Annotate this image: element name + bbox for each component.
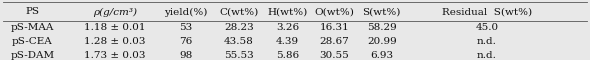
Text: Residual  S(wt%): Residual S(wt%) <box>442 8 532 16</box>
Text: ρ(g/cm³): ρ(g/cm³) <box>93 7 137 17</box>
Text: n.d.: n.d. <box>477 51 497 60</box>
Text: 53: 53 <box>179 23 192 32</box>
Text: H(wt%): H(wt%) <box>267 8 307 16</box>
Text: PS: PS <box>25 8 40 16</box>
Text: 6.93: 6.93 <box>370 51 394 60</box>
Text: 5.86: 5.86 <box>276 51 299 60</box>
Text: 43.58: 43.58 <box>224 38 254 46</box>
Text: 98: 98 <box>179 51 192 60</box>
Text: pS-DAM: pS-DAM <box>11 51 54 60</box>
Text: 76: 76 <box>179 38 192 46</box>
Text: 16.31: 16.31 <box>320 23 349 32</box>
Text: 20.99: 20.99 <box>367 38 396 46</box>
Text: pS-MAA: pS-MAA <box>11 23 54 32</box>
Text: yield(%): yield(%) <box>164 7 208 17</box>
Text: 58.29: 58.29 <box>367 23 396 32</box>
Text: 45.0: 45.0 <box>475 23 499 32</box>
Text: pS-CEA: pS-CEA <box>12 38 53 46</box>
Text: 1.28 ± 0.03: 1.28 ± 0.03 <box>84 38 146 46</box>
Text: 4.39: 4.39 <box>276 38 299 46</box>
Text: 28.23: 28.23 <box>224 23 254 32</box>
Text: 30.55: 30.55 <box>320 51 349 60</box>
Text: n.d.: n.d. <box>477 38 497 46</box>
Text: 28.67: 28.67 <box>320 38 349 46</box>
Text: 55.53: 55.53 <box>224 51 254 60</box>
Text: O(wt%): O(wt%) <box>314 8 355 16</box>
Text: S(wt%): S(wt%) <box>362 8 401 16</box>
Text: C(wt%): C(wt%) <box>219 8 258 16</box>
Text: 1.18 ± 0.01: 1.18 ± 0.01 <box>84 23 146 32</box>
Text: 1.73 ± 0.03: 1.73 ± 0.03 <box>84 51 146 60</box>
Text: 3.26: 3.26 <box>276 23 299 32</box>
